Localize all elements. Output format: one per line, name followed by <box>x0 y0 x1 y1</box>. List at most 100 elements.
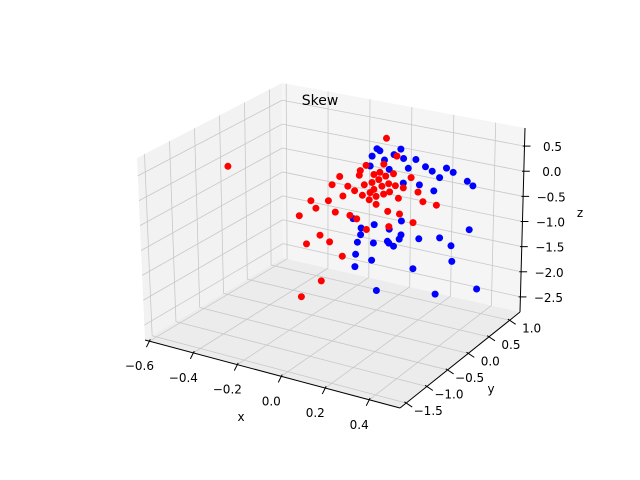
y-tick-label: 1.0 <box>522 321 541 335</box>
grid-line-x <box>281 286 410 377</box>
data-point-series-1 <box>390 170 397 178</box>
grid-line-z <box>140 171 283 251</box>
ticks: −0.6−0.4−0.20.00.20.4−1.5−1.0−0.50.00.51… <box>125 140 566 432</box>
grid-line-x <box>368 305 492 401</box>
data-point-series-1 <box>336 173 344 180</box>
x-axis-label: x <box>237 410 244 424</box>
data-point-series-1 <box>344 182 352 190</box>
data-point-series-1 <box>385 180 393 188</box>
x-tick <box>233 362 239 371</box>
left-pane <box>137 83 283 340</box>
grid-line-y <box>144 154 153 336</box>
grid-line-x <box>368 99 371 278</box>
data-point-series-1 <box>407 174 415 182</box>
grid-line-z <box>282 243 521 298</box>
data-point-series-0 <box>368 152 376 160</box>
data-point-series-1 <box>303 240 310 248</box>
y-tick <box>486 335 496 342</box>
x-tick-label: −0.2 <box>213 383 242 397</box>
x-tick-label: 0.0 <box>262 394 281 408</box>
data-point-series-1 <box>339 192 347 200</box>
x-tick-label: −0.4 <box>169 371 198 385</box>
y-tick-label: 0.0 <box>481 354 500 368</box>
grid-line-y <box>175 321 427 387</box>
data-point-series-1 <box>384 207 392 215</box>
data-point-series-0 <box>357 231 365 239</box>
x-tick-label: 0.2 <box>306 406 325 420</box>
grid-line-x <box>325 295 451 389</box>
data-point-series-1 <box>326 238 334 246</box>
data-point-series-1 <box>382 172 390 180</box>
data-point-series-0 <box>422 163 429 171</box>
data-point-series-1 <box>362 161 370 169</box>
grid-line-y <box>271 264 510 321</box>
grid-line-y <box>152 335 407 404</box>
grid-line-x <box>193 267 329 354</box>
data-point-series-1 <box>376 168 384 176</box>
data-point-series-0 <box>469 182 477 190</box>
data-point-series-0 <box>397 231 405 239</box>
grid-line-z <box>282 99 525 147</box>
data-point-series-0 <box>463 177 471 185</box>
data-point-series-1 <box>338 252 346 260</box>
data-point-series-0 <box>447 242 455 250</box>
data-point-series-1 <box>353 215 361 223</box>
data-point-series-1 <box>399 184 407 192</box>
data-point-series-1 <box>370 171 378 178</box>
z-tick-label: 0.5 <box>543 140 562 154</box>
y-tick <box>404 401 413 408</box>
y-tick <box>466 351 475 358</box>
grid-line-x <box>450 114 455 297</box>
data-point-series-1 <box>331 208 339 216</box>
y-tick <box>445 368 454 375</box>
grid-line-z <box>137 99 283 177</box>
data-point-series-0 <box>412 156 420 163</box>
z-axis-line <box>519 127 526 313</box>
data-point-series-1 <box>375 176 383 184</box>
grid-line-y <box>223 292 469 354</box>
data-point-series-0 <box>385 165 393 173</box>
grid-line-y <box>269 89 272 266</box>
data-point-series-0 <box>397 145 405 153</box>
y-tick-label: −0.5 <box>455 371 484 385</box>
y-tick <box>507 318 516 325</box>
data-point-series-0 <box>397 217 405 225</box>
y-tick-label: −1.0 <box>434 387 463 401</box>
data-point-series-0 <box>449 168 457 176</box>
z-tick-label: −1.0 <box>536 216 565 230</box>
data-point-series-1 <box>316 231 324 239</box>
z-tick-label: 0.0 <box>542 165 561 179</box>
data-point-series-1 <box>297 293 305 301</box>
data-point-series-1 <box>368 179 376 186</box>
grid-line-x <box>409 107 413 287</box>
y-tick-label: −1.5 <box>414 404 443 418</box>
y-tick-label: 0.5 <box>501 338 520 352</box>
data-point-series-0 <box>400 155 408 162</box>
grid-line-z <box>139 147 283 226</box>
data-point-series-0 <box>448 257 456 265</box>
data-point-series-1 <box>432 201 440 209</box>
data-point-series-1 <box>295 212 303 220</box>
data-point-series-1 <box>409 219 417 227</box>
grid-line-x <box>490 122 497 306</box>
x-tick <box>321 386 327 395</box>
data-point-series-1 <box>385 223 393 231</box>
data-points <box>224 134 481 301</box>
grid-line-z <box>138 123 283 202</box>
grid-line-z <box>144 243 284 326</box>
data-point-series-1 <box>372 200 380 208</box>
data-point-series-1 <box>365 196 373 204</box>
grid-line-x <box>237 277 370 365</box>
data-point-series-1 <box>419 198 427 206</box>
data-point-series-0 <box>473 285 481 293</box>
data-point-series-0 <box>409 265 417 273</box>
x-axis-line <box>144 339 401 409</box>
chart-title: Skew <box>302 93 339 109</box>
data-point-series-0 <box>430 187 438 195</box>
data-point-series-0 <box>443 164 450 172</box>
data-point-series-1 <box>396 210 403 218</box>
data-point-series-1 <box>391 182 399 190</box>
data-point-series-1 <box>386 188 394 196</box>
